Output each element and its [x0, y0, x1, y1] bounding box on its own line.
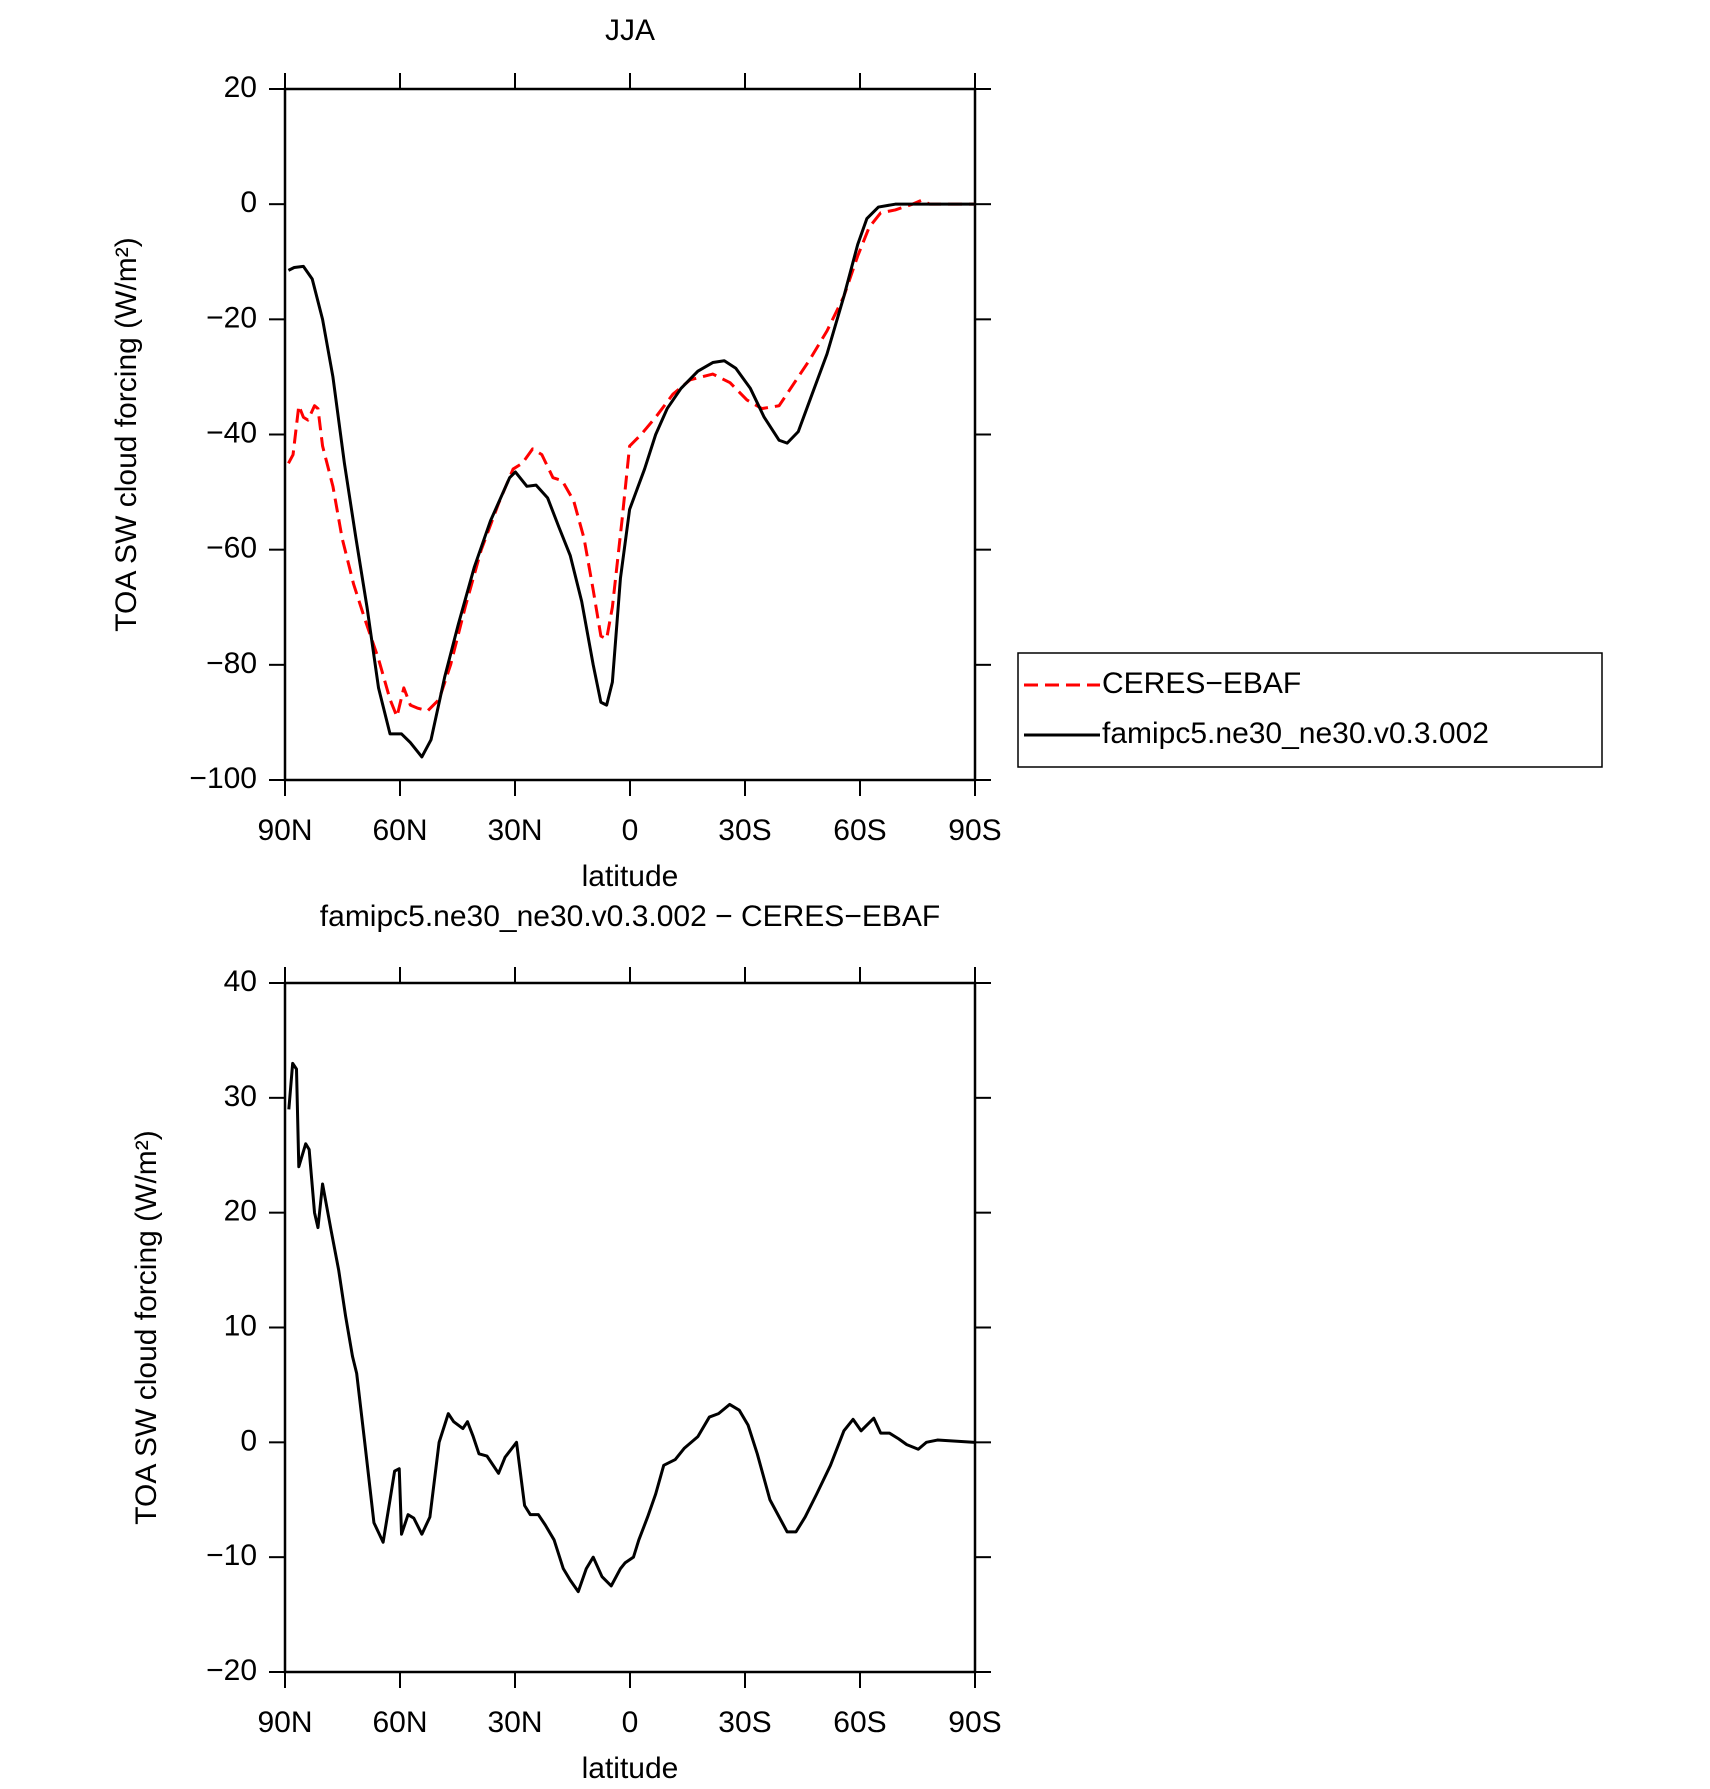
legend-label: CERES−EBAF [1102, 667, 1301, 700]
legend-label: famipc5.ne30_ne30.v0.3.002 [1102, 717, 1489, 750]
y-tick-label: 0 [240, 186, 257, 219]
x-tick-label: 0 [622, 1706, 639, 1739]
y-tick-label: 20 [224, 1195, 257, 1228]
chart-title: JJA [605, 14, 655, 47]
y-tick-label: 10 [224, 1309, 257, 1342]
x-tick-label: 60N [372, 814, 427, 847]
legend-box [1017, 652, 1603, 768]
y-tick-label: −60 [206, 532, 257, 565]
x-tick-label: 60S [833, 1706, 886, 1739]
y-tick-label: −80 [206, 647, 257, 680]
y-tick-label: 30 [224, 1080, 257, 1113]
data-line [287, 202, 975, 759]
y-tick-label: −20 [206, 301, 257, 334]
x-tick-label: 90N [257, 814, 312, 847]
x-tick-label: 90N [257, 1706, 312, 1739]
y-tick-label: −10 [206, 1539, 257, 1572]
chart-title: famipc5.ne30_ne30.v0.3.002 − CERES−EBAF [320, 900, 940, 933]
x-tick-label: 90S [948, 814, 1001, 847]
x-tick-label: 30N [487, 814, 542, 847]
y-tick-label: 0 [240, 1424, 257, 1457]
x-tick-label: 90S [948, 1706, 1001, 1739]
y-tick-label: −100 [189, 762, 257, 795]
x-tick-label: 30N [487, 1706, 542, 1739]
y-tick-label: 40 [224, 965, 257, 998]
x-tick-label: 60N [372, 1706, 427, 1739]
y-axis-label: TOA SW cloud forcing (W/m²) [130, 1130, 163, 1525]
x-axis-label: latitude [582, 1752, 679, 1785]
plot-frame [283, 87, 977, 782]
y-tick-label: −40 [206, 416, 257, 449]
y-axis-label: TOA SW cloud forcing (W/m²) [110, 237, 143, 632]
x-tick-label: 30S [718, 814, 771, 847]
data-line [287, 1061, 976, 1594]
data-line [287, 198, 975, 719]
x-tick-label: 0 [622, 814, 639, 847]
y-tick-label: −20 [206, 1654, 257, 1687]
y-tick-label: 20 [224, 71, 257, 104]
x-tick-label: 60S [833, 814, 886, 847]
x-axis-label: latitude [582, 860, 679, 893]
plot-frame [283, 981, 977, 1674]
x-tick-label: 30S [718, 1706, 771, 1739]
